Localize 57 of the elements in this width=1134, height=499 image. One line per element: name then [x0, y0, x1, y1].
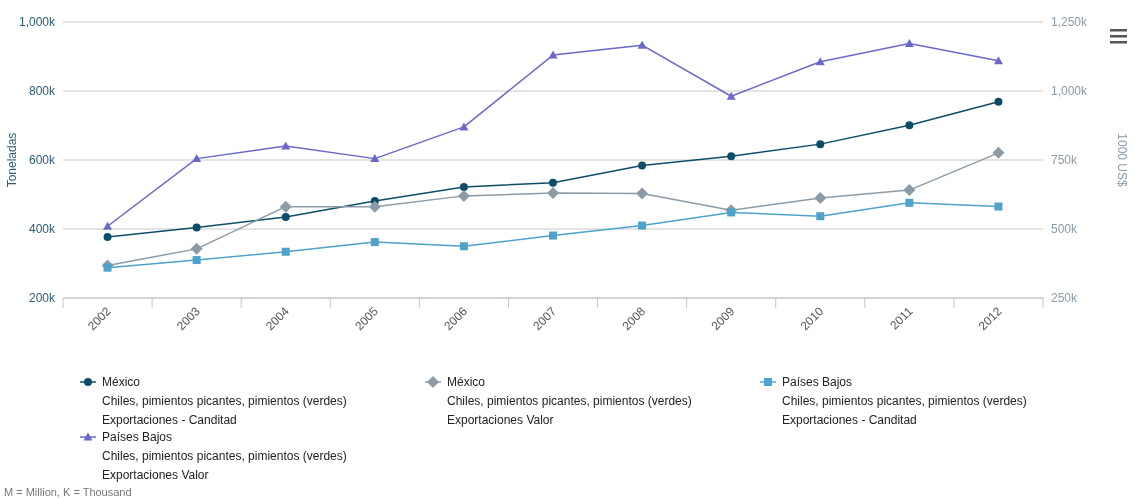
point	[548, 50, 558, 59]
point	[636, 187, 649, 200]
point	[992, 146, 1005, 159]
point	[727, 152, 736, 161]
y2-axis-title: 1000 US$	[1115, 133, 1129, 188]
point	[638, 161, 647, 170]
point	[103, 221, 113, 230]
point	[549, 178, 557, 187]
point	[993, 56, 1003, 65]
point	[814, 192, 827, 205]
point	[281, 212, 290, 221]
point	[370, 238, 379, 247]
point	[815, 57, 825, 66]
point	[192, 154, 202, 163]
point	[192, 223, 201, 232]
legend-label: México Chiles, pimientos picantes, pimientos (verdes) Exportaciones Valor	[447, 375, 692, 427]
point	[638, 221, 647, 230]
point	[192, 256, 201, 265]
point	[816, 212, 825, 221]
point	[103, 232, 112, 241]
point	[727, 208, 736, 217]
point	[905, 198, 914, 207]
point	[994, 202, 1003, 211]
point	[905, 121, 914, 130]
point	[637, 40, 647, 49]
y2-tick-label: 1,250k	[1051, 15, 1089, 29]
point	[459, 122, 469, 131]
text: M = Million, K = Thousand	[4, 486, 132, 498]
point	[281, 247, 290, 256]
point	[457, 189, 470, 202]
point	[279, 200, 292, 213]
point	[903, 184, 916, 197]
y2-tick-label: 1,000k	[1051, 84, 1089, 98]
point	[726, 91, 736, 100]
point	[459, 182, 468, 191]
point	[190, 242, 203, 255]
y2-tick-label: 250k	[1051, 291, 1079, 305]
point	[103, 263, 112, 272]
y-tick-label: 400k	[28, 222, 56, 236]
legend-label: Países Bajos Chiles, pimientos picantes, pimientos (verdes) Exportaciones Valor	[102, 430, 347, 482]
y-axis-title: Toneladas	[5, 132, 19, 188]
legend-label: México Chiles, pimientos picantes, pimientos (verdes) Exportaciones - Canditad	[102, 375, 347, 427]
point	[549, 231, 557, 240]
point	[459, 242, 468, 251]
point	[816, 140, 825, 149]
y2-tick-label: 500k	[1051, 222, 1079, 236]
y2-tick-label: 750k	[1051, 153, 1079, 167]
y-tick-label: 200k	[28, 291, 56, 305]
point	[368, 200, 381, 213]
point	[904, 39, 914, 48]
point	[370, 154, 380, 163]
point	[547, 187, 559, 200]
legend-label: Países Bajos Chiles, pimientos picantes, pimientos (verdes) Exportaciones - Canditad	[782, 375, 1027, 427]
y-tick-label: 1,000k	[18, 15, 56, 29]
y-tick-label: 800k	[28, 84, 56, 98]
y-tick-label: 600k	[28, 153, 56, 167]
point	[994, 97, 1003, 106]
